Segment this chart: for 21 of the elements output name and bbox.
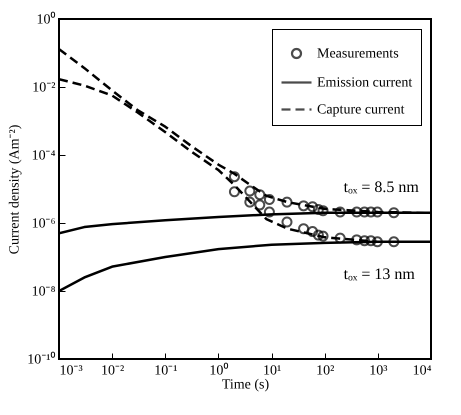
annotation: tₒₓ = 8.5 nm (344, 178, 420, 196)
legend-label: Capture current (317, 102, 405, 118)
x-tick-label: 10⁻³ (60, 364, 83, 378)
x-tick-label: 10⁻¹ (154, 364, 178, 378)
annotation: tₒₓ = 13 nm (344, 266, 416, 283)
y-axis-title: Current density (Am⁻²) (7, 124, 22, 254)
x-axis-title: Time (s) (222, 378, 270, 392)
y-tick-label: 10⁻⁴ (32, 148, 56, 164)
legend-label: Emission current (317, 76, 412, 90)
legend-label: Measurements (317, 46, 399, 62)
x-tick-label: 10¹ (262, 364, 282, 378)
y-tick-label: 10⁻⁶ (32, 216, 56, 232)
y-tick-label: 10⁰ (36, 12, 56, 28)
x-tick-label: 10³ (369, 364, 388, 378)
x-tick-label: 10⁴ (412, 364, 432, 378)
y-tick-label: 10⁻¹⁰ (27, 352, 56, 368)
y-tick-label: 10⁻² (32, 80, 56, 96)
x-tick-label: 10⁰ (209, 362, 228, 378)
y-tick-label: 10⁻⁸ (32, 284, 56, 300)
x-tick-label: 10² (316, 364, 334, 378)
x-tick-label: 10⁻² (101, 364, 124, 378)
